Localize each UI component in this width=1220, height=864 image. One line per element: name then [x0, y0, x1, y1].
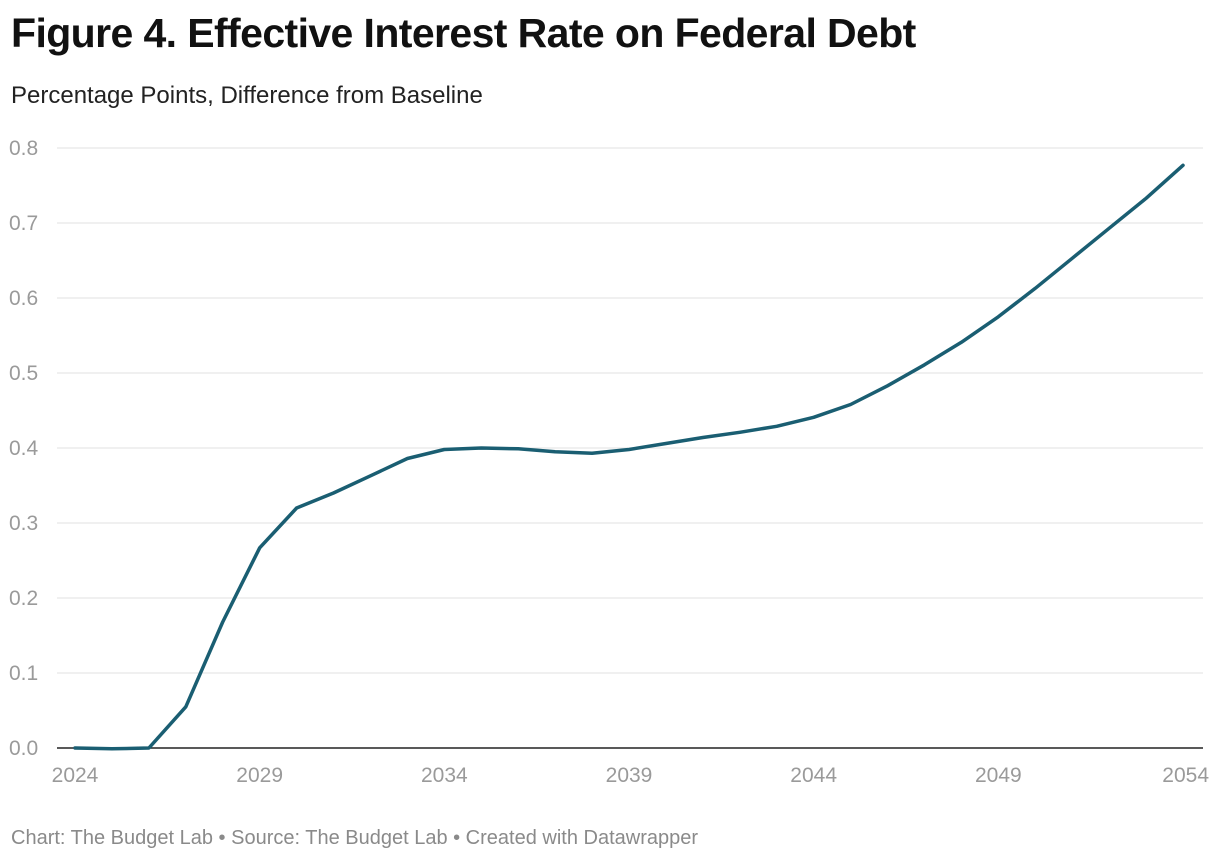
x-tick-label: 2049	[975, 764, 1022, 787]
series-layer	[73, 163, 1185, 751]
gridlines	[57, 147, 1203, 749]
x-tick-label: 2054	[1162, 764, 1209, 787]
y-tick-label: 0.5	[9, 362, 38, 385]
x-axis-labels: 2024 2029 2034 2039 2044 2049 2054	[52, 764, 1210, 787]
y-tick-label: 0.8	[9, 137, 38, 160]
chart-subtitle: Percentage Points, Difference from Basel…	[11, 82, 483, 109]
y-tick-label: 0.6	[9, 287, 38, 310]
y-axis-labels: 0.0 0.1 0.2 0.3 0.4 0.5 0.6 0.7 0.8	[9, 137, 39, 760]
y-tick-label: 0.0	[9, 737, 38, 760]
y-tick-label: 0.2	[9, 587, 38, 610]
x-tick-label: 2044	[790, 764, 837, 787]
y-tick-label: 0.1	[9, 662, 38, 685]
x-tick-label: 2024	[52, 764, 99, 787]
y-tick-label: 0.3	[9, 512, 38, 535]
y-tick-label: 0.7	[9, 212, 38, 235]
x-tick-label: 2029	[236, 764, 283, 787]
y-tick-label: 0.4	[9, 437, 39, 460]
chart-title: Figure 4. Effective Interest Rate on Fed…	[11, 10, 916, 56]
series-line	[73, 163, 1185, 751]
x-tick-label: 2039	[606, 764, 653, 787]
x-tick-label: 2034	[421, 764, 468, 787]
chart-footer-credit: Chart: The Budget Lab • Source: The Budg…	[11, 827, 699, 849]
